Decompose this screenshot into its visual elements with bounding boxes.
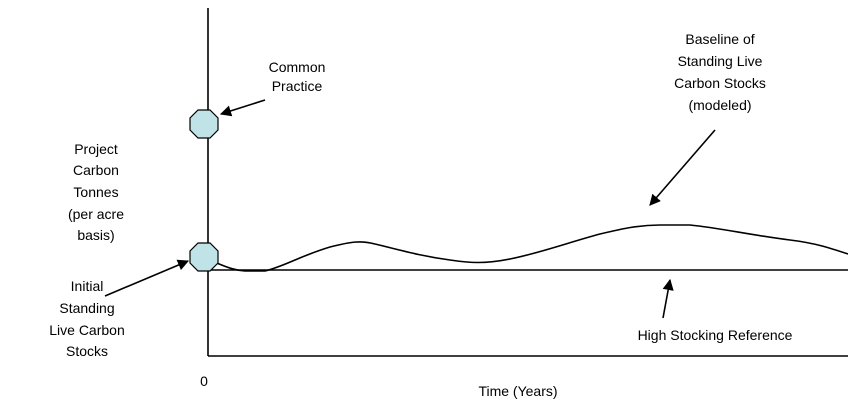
label: (per acre: [68, 206, 124, 222]
initial-stock-marker: [189, 242, 219, 272]
label: 0: [200, 373, 208, 389]
label: Project: [74, 141, 118, 157]
label: Carbon Stocks: [674, 75, 766, 91]
label-text: Initial: [71, 278, 104, 294]
label-text: Live Carbon: [49, 322, 125, 338]
label: (modeled): [688, 97, 751, 113]
label: Practice: [272, 78, 323, 94]
label-text: Common: [269, 59, 326, 75]
label: Live Carbon: [49, 322, 125, 338]
label-text: Baseline: [685, 31, 739, 47]
arrow: [662, 278, 674, 319]
arrow: [104, 259, 190, 297]
arrow: [219, 99, 266, 117]
label: Tonnes: [73, 184, 118, 200]
label: Baseline of: [685, 31, 754, 47]
label: High Stocking Reference: [638, 327, 793, 343]
label-text: 0: [200, 373, 208, 389]
label-text: basis): [77, 227, 114, 243]
arrow: [649, 129, 716, 206]
label-text: Standing: [59, 300, 114, 316]
label: Standing: [59, 300, 114, 316]
label: Carbon: [73, 162, 119, 178]
label-text: High Stocking Reference: [638, 327, 793, 343]
label-text: Carbon: [73, 162, 119, 178]
label: Common: [269, 59, 326, 75]
label: Stocks: [66, 343, 108, 359]
label: Initial: [71, 278, 104, 294]
label-text: Practice: [272, 78, 323, 94]
baseline-curve: [213, 224, 848, 272]
label: Time (Years): [478, 383, 557, 399]
label: basis): [77, 227, 114, 243]
label-text: of: [743, 31, 755, 47]
label: Standing Live: [678, 53, 763, 69]
common-practice-marker: [189, 109, 219, 139]
label-text: Standing Live: [678, 53, 763, 69]
label-text: Tonnes: [73, 184, 118, 200]
label-text: Carbon Stocks: [674, 75, 766, 91]
label-text: Time (Years): [478, 383, 557, 399]
label-text: Stocks: [66, 343, 108, 359]
label-text: (per acre: [68, 206, 124, 222]
labels: Common Practice Project Carbon Tonnes (per ac…: [49, 31, 792, 399]
label-text: Project: [74, 141, 118, 157]
label-text: (modeled): [688, 97, 751, 113]
